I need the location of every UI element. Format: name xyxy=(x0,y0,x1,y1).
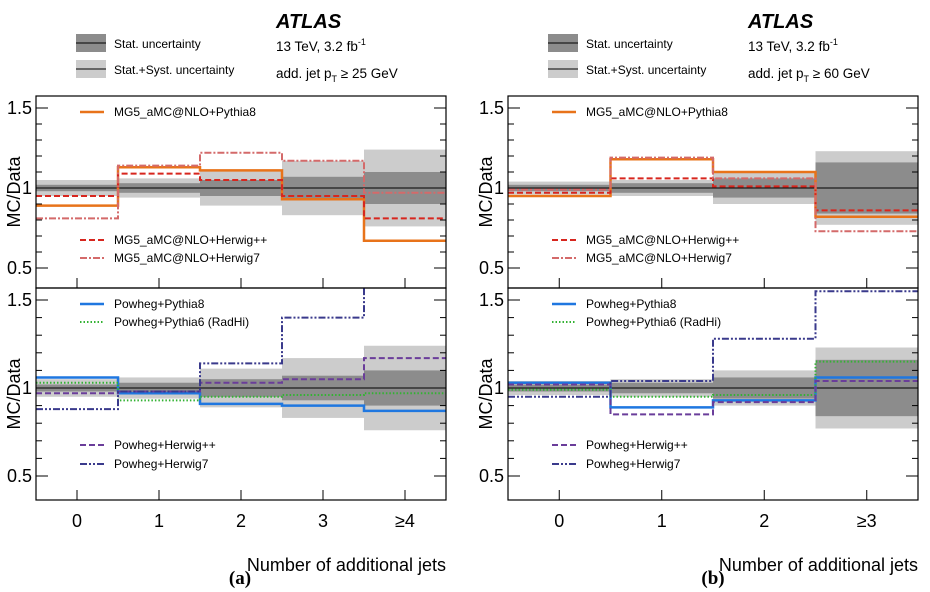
upper-ratio-pad xyxy=(508,151,918,233)
legend-syst-label: Stat.+Syst. uncertainty xyxy=(114,63,234,77)
lower-ratio-pad xyxy=(508,290,918,429)
x-axis-label: Number of additional jets xyxy=(719,555,918,575)
x-tick-label: ≥3 xyxy=(857,511,877,531)
x-tick-label: 1 xyxy=(154,511,164,531)
panel-a: 0.5 1 1.5 MC/Data 0.5 1 1.5 MC/Data 0 1 2 3 ≥4 Number… xyxy=(4,11,447,589)
series-mg5-amc-nlo-herwig xyxy=(36,172,446,220)
x-tick-label: 2 xyxy=(759,511,769,531)
legend-label-mg5-amc-nlo-pythia8: MG5_aMC@NLO+Pythia8 xyxy=(114,105,256,119)
y-tick-label: 0.5 xyxy=(7,258,32,278)
legend-label-powheg-pythia8: Powheg+Pythia8 xyxy=(586,297,677,311)
legend-label-powheg-herwig7: Powheg+Herwig7 xyxy=(114,457,209,471)
legend-label-powheg-herwig7: Powheg+Herwig7 xyxy=(586,457,681,471)
energy-lumi-label: 13 TeV, 3.2 fb-1 xyxy=(276,37,366,54)
legend-label-powheg-pythia6-radhi: Powheg+Pythia6 (RadHi) xyxy=(114,315,249,329)
y-tick-label: 1.5 xyxy=(479,290,504,310)
upper-ratio-pad xyxy=(36,149,446,243)
y-axis-label: MC/Data xyxy=(4,358,24,430)
legend-stat-label: Stat. uncertainty xyxy=(586,37,673,51)
series-mg5-amc-nlo-herwig xyxy=(508,177,918,212)
series-powheg-herwig7 xyxy=(36,288,365,411)
y-tick-label: 1 xyxy=(494,178,504,198)
legend-label-powheg-pythia8: Powheg+Pythia8 xyxy=(114,297,205,311)
jet-pt-cut-label: add. jet pT ≥ 25 GeV xyxy=(276,66,398,84)
y-tick-label: 1.5 xyxy=(7,290,32,310)
x-tick-label: 0 xyxy=(554,511,564,531)
x-tick-label: 0 xyxy=(72,511,82,531)
y-tick-label: 0.5 xyxy=(7,466,32,486)
legend-label-powheg-herwig: Powheg+Herwig++ xyxy=(586,438,688,452)
x-tick-label: ≥4 xyxy=(395,511,415,531)
series-mg5-amc-nlo-herwig7 xyxy=(36,151,446,220)
legend-label-powheg-herwig: Powheg+Herwig++ xyxy=(114,438,216,452)
jet-pt-cut-label: add. jet pT ≥ 60 GeV xyxy=(748,66,870,84)
x-axis-label: Number of additional jets xyxy=(247,555,446,575)
series-powheg-herwig7 xyxy=(508,290,918,398)
panel-label: (a) xyxy=(229,568,251,589)
series-mg5-amc-nlo-herwig7 xyxy=(508,156,918,233)
x-tick-label: 3 xyxy=(318,511,328,531)
legend-label-mg5-amc-nlo-herwig7: MG5_aMC@NLO+Herwig7 xyxy=(586,251,732,265)
y-axis-label: MC/Data xyxy=(476,156,496,228)
legend-label-mg5-amc-nlo-herwig: MG5_aMC@NLO+Herwig++ xyxy=(114,233,267,247)
x-tick-label: 2 xyxy=(236,511,246,531)
y-tick-label: 1 xyxy=(494,378,504,398)
pad-frame xyxy=(507,287,919,501)
legend-syst-label: Stat.+Syst. uncertainty xyxy=(586,63,706,77)
y-tick-label: 1.5 xyxy=(479,98,504,118)
energy-lumi-label: 13 TeV, 3.2 fb-1 xyxy=(748,37,838,54)
legend-label-mg5-amc-nlo-herwig: MG5_aMC@NLO+Herwig++ xyxy=(586,233,739,247)
legend-label-mg5-amc-nlo-pythia8: MG5_aMC@NLO+Pythia8 xyxy=(586,105,728,119)
y-tick-label: 1 xyxy=(22,378,32,398)
lower-ratio-pad xyxy=(36,288,446,431)
y-tick-label: 0.5 xyxy=(479,258,504,278)
panel-label: (b) xyxy=(701,568,724,589)
series-powheg-pythia6-radhi xyxy=(508,360,918,398)
y-axis-label: MC/Data xyxy=(4,156,24,228)
atlas-label: ATLAS xyxy=(747,11,814,33)
y-tick-label: 0.5 xyxy=(479,466,504,486)
legend-label-powheg-pythia6-radhi: Powheg+Pythia6 (RadHi) xyxy=(586,315,721,329)
panel-b: 0.5 1 1.5 MC/Data 0.5 1 1.5 MC/Data 0 1 2 ≥3 Number … xyxy=(476,11,919,589)
y-tick-label: 1 xyxy=(22,178,32,198)
y-tick-label: 1.5 xyxy=(7,98,32,118)
x-tick-label: 1 xyxy=(657,511,667,531)
y-axis-label: MC/Data xyxy=(476,358,496,430)
legend-label-mg5-amc-nlo-herwig7: MG5_aMC@NLO+Herwig7 xyxy=(114,251,260,265)
series-powheg-pythia6-radhi xyxy=(36,381,446,402)
legend-stat-label: Stat. uncertainty xyxy=(114,37,201,51)
atlas-label: ATLAS xyxy=(275,11,342,33)
